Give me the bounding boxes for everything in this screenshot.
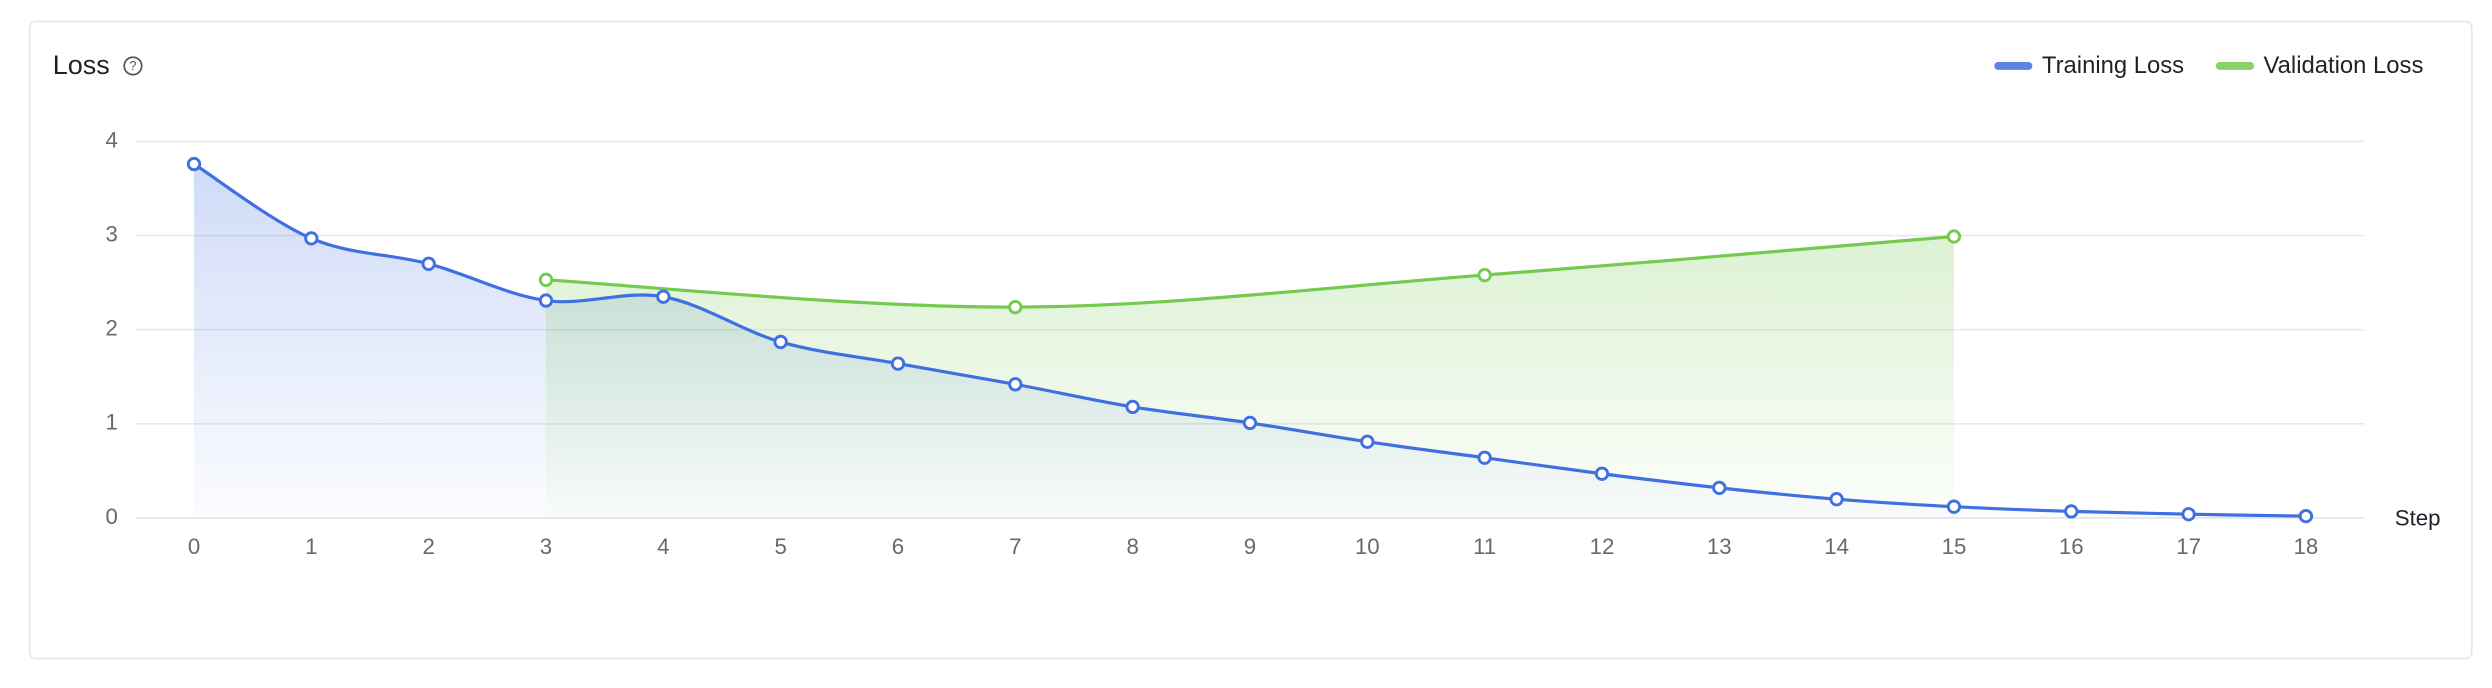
line (545, 234, 1955, 309)
point (773, 334, 788, 350)
point (1477, 267, 1492, 283)
x-tick-label: 9 (1244, 534, 1256, 559)
legend-label[interactable]: Validation Loss (2264, 52, 2424, 79)
x-tick-label: 13 (1707, 534, 1732, 559)
x-tick-label: 14 (1824, 534, 1849, 559)
x-tick-label: 2 (422, 534, 434, 559)
help-icon[interactable]: ? (123, 56, 143, 76)
point (1829, 492, 1844, 507)
chart-title: Loss (53, 50, 110, 80)
markers (186, 156, 2314, 524)
point (2064, 504, 2079, 519)
area (545, 236, 1954, 518)
x-tick-label: 16 (2059, 534, 2084, 559)
point (1477, 450, 1492, 465)
y-tick-label: 4 (105, 127, 117, 152)
x-tick-label: 8 (1126, 534, 1138, 559)
x-tick-label: 10 (1355, 534, 1380, 559)
areas (194, 164, 2306, 518)
x-tick-label: 4 (657, 534, 669, 559)
x-axis-label: Step (2395, 505, 2441, 530)
legend-label[interactable]: Training Loss (2042, 52, 2184, 79)
svg-text:?: ? (129, 58, 136, 73)
point (1125, 399, 1140, 415)
point (1360, 434, 1375, 449)
x-tick-label: 18 (2294, 534, 2319, 559)
point (1242, 415, 1258, 431)
point (1712, 480, 1727, 496)
point (1008, 377, 1023, 392)
x-tick-label: 1 (305, 534, 317, 559)
x-tick-label: 12 (1590, 534, 1615, 559)
point (304, 231, 319, 246)
x-tick-label: 15 (1942, 534, 1967, 559)
point (1946, 229, 1962, 244)
y-tick-label: 3 (105, 221, 117, 246)
legend: Validation Loss Training Loss (1994, 52, 2423, 79)
x-tick-label: 17 (2176, 534, 2201, 559)
point (538, 272, 554, 287)
x-tick-label: 7 (1009, 534, 1021, 559)
x-tick-label: 0 (188, 534, 200, 559)
x-tick-label: 5 (774, 534, 786, 559)
x-tick-label: 3 (540, 534, 552, 559)
y-tick-label: 2 (105, 316, 117, 341)
y-tick-label: 1 (105, 410, 117, 435)
point (2181, 507, 2196, 522)
x-tick-label: 11 (1473, 534, 1496, 559)
point (2298, 508, 2314, 524)
point (1594, 466, 1610, 481)
point (186, 156, 202, 172)
point (890, 356, 906, 371)
point (421, 256, 436, 271)
legend-swatch (2215, 61, 2255, 70)
point (1946, 499, 1962, 514)
point (656, 289, 671, 304)
point (1008, 299, 1023, 315)
y-tick-label: 0 (105, 504, 117, 529)
point (538, 293, 554, 308)
x-tick-label: 6 (892, 534, 904, 559)
legend-swatch (1994, 61, 2033, 70)
